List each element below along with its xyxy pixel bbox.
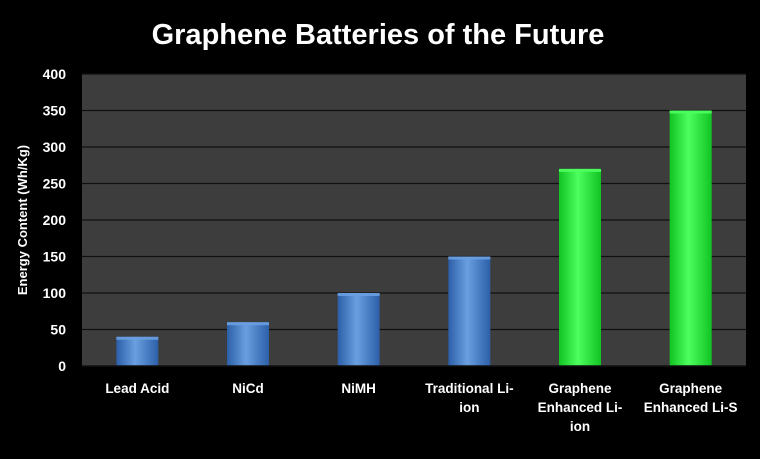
x-category-label: ion — [570, 419, 590, 434]
bar-cap-4 — [559, 168, 601, 172]
x-axis-labels: Lead Acid NiCd NiMH Traditional Li-ion Graph… — [105, 381, 737, 434]
y-tick-label: 400 — [43, 66, 67, 82]
x-category-label: Enhanced Li-S — [644, 400, 738, 415]
bar-cap-0 — [116, 336, 159, 340]
x-category-label: Graphene — [548, 381, 612, 396]
chart-title: Graphene Batteries of the Future — [152, 19, 605, 51]
gridlines — [82, 73, 746, 331]
x-category-label: Enhanced Li- — [538, 400, 623, 415]
x-category-label: Traditional Li- — [425, 381, 514, 396]
bar-4 — [559, 168, 601, 366]
y-tick-label: 300 — [43, 139, 67, 155]
y-axis-label: Energy Content (Wh/Kg) — [15, 145, 30, 295]
y-tick-label: 250 — [43, 176, 67, 192]
bar-2 — [337, 293, 380, 366]
x-category-label: Lead Acid — [105, 381, 169, 396]
bar-cap-1 — [227, 322, 269, 326]
x-category-label: ion — [459, 400, 479, 415]
y-tick-label: 200 — [43, 212, 67, 228]
x-category-label: NiMH — [341, 381, 376, 396]
x-category-label: NiCd — [232, 381, 264, 396]
bar-5 — [669, 110, 712, 366]
y-tick-label: 350 — [43, 103, 67, 119]
y-tick-label: 0 — [58, 358, 66, 374]
y-axis-ticks: 0 50 100 150 200 250 300 350 400 — [43, 66, 67, 374]
bar-1 — [227, 322, 269, 366]
bars — [116, 110, 712, 366]
y-tick-label: 150 — [43, 249, 67, 265]
bar-cap-2 — [337, 293, 380, 296]
bar-cap-5 — [669, 110, 712, 114]
bar-0 — [116, 336, 159, 366]
x-category-label: Graphene — [659, 381, 723, 396]
y-tick-label: 100 — [43, 285, 67, 301]
bar-3 — [448, 256, 491, 366]
bar-cap-3 — [448, 256, 491, 260]
y-tick-label: 50 — [50, 322, 66, 338]
